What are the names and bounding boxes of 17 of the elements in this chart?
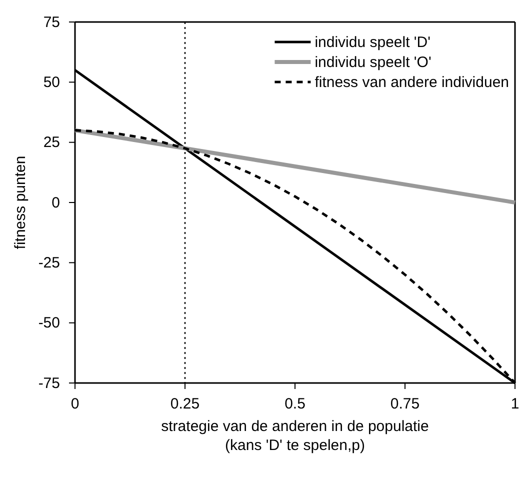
x-tick-label: 0.25: [170, 396, 200, 412]
y-tick-label: -25: [38, 254, 60, 272]
x-tick-label: 0.75: [390, 396, 420, 412]
y-tick-label: -75: [38, 374, 60, 392]
legend-label: individu speelt 'D': [314, 34, 431, 51]
legend-label: fitness van andere individuen: [314, 74, 509, 91]
y-tick-label: 25: [43, 134, 60, 152]
x-tick-label: 0: [70, 396, 80, 412]
x-axis-title: strategie van de anderen in de populatie (kans 'D' te spelen,p): [161, 418, 429, 454]
y-tick-label: -50: [38, 314, 60, 332]
x-tick-label: 1: [510, 396, 520, 412]
legend-label: individu speelt 'O': [314, 54, 432, 71]
y-tick-label: 0: [52, 194, 60, 212]
y-tick-label: 75: [43, 14, 60, 31]
x-tick-label: 0.5: [284, 396, 306, 412]
y-tick-label: 50: [43, 74, 60, 91]
y-axis-title: fitness punten: [12, 156, 29, 250]
